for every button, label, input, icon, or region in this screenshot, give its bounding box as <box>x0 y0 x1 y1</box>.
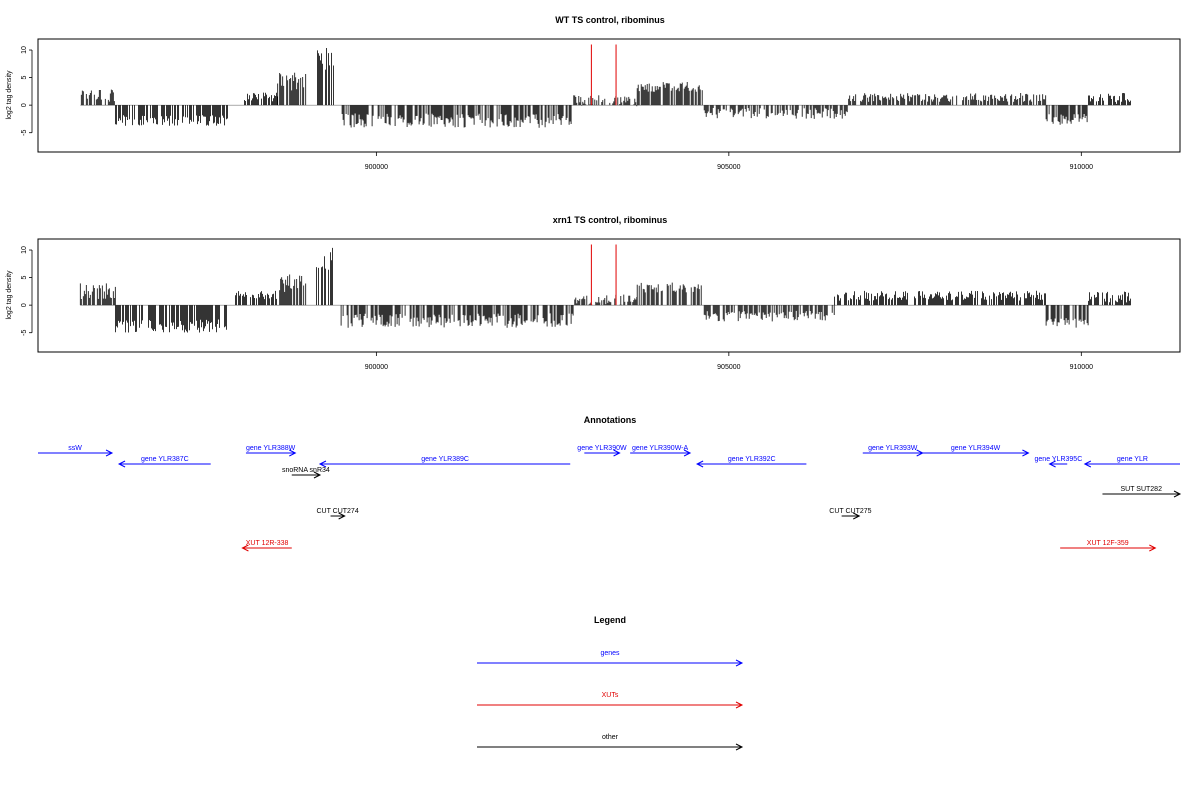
y-tick-label: 10 <box>21 46 28 54</box>
feature-xuts: XUT 12F-359 <box>1060 540 1157 552</box>
feature-label: CUT CUT274 <box>316 508 358 515</box>
x-axis: 900000 905000 910000 <box>365 152 1093 171</box>
y-tick-label: 0 <box>21 303 28 307</box>
legend-label: XUTs <box>602 692 619 699</box>
feature-label: gene YLR387C <box>141 456 189 463</box>
feature-other: CUT CUT275 <box>829 508 872 520</box>
legend-item-genes: genes <box>477 650 744 667</box>
y-axis-label: log2 tag density <box>6 270 13 320</box>
x-tick-label: 910000 <box>1070 164 1093 171</box>
y-axis-label: log2 tag density <box>6 70 13 120</box>
feature-label: SUT SUT282 <box>1120 486 1162 493</box>
feature-arrowhead <box>1083 460 1092 468</box>
feature-arrowhead <box>313 471 322 479</box>
feature-arrowhead <box>105 449 114 457</box>
feature-label: XUT 12R-338 <box>246 540 289 547</box>
feature-arrowhead <box>289 449 297 457</box>
feature-genes: ssW <box>38 445 114 457</box>
feature-genes: gene YLR389C <box>318 456 571 468</box>
legend-arrowhead <box>735 659 744 667</box>
x-tick-label: 905000 <box>717 364 740 371</box>
feature-genes: gene YLR390W-A <box>630 445 692 457</box>
feature-label: gene YLR <box>1117 456 1148 463</box>
panel-xrn1: xrn1 TS control, ribominus log2 tag dens… <box>6 215 1181 371</box>
legend-item-xuts: XUTs <box>477 692 744 709</box>
feature-other: snoRNA snR34 <box>282 467 330 479</box>
feature-label: snoRNA snR34 <box>282 467 330 474</box>
feature-label: XUT 12F-359 <box>1087 540 1129 547</box>
marker-lines <box>590 44 617 106</box>
feature-genes: gene YLR393W <box>862 445 924 457</box>
feature-arrowhead <box>1048 460 1056 468</box>
x-tick-label: 905000 <box>717 164 740 171</box>
feature-label: gene YLR390W-A <box>632 445 688 452</box>
feature-arrowhead <box>241 544 249 552</box>
x-tick-label: 910000 <box>1070 364 1093 371</box>
feature-genes: gene YLR388W <box>245 445 297 457</box>
feature-genes: gene YLR394W <box>922 445 1030 457</box>
feature-genes: gene YLR387C <box>117 456 211 468</box>
feature-genes: gene YLR <box>1083 456 1180 468</box>
y-tick-label: 10 <box>21 246 28 254</box>
legend-title: Legend <box>594 615 626 625</box>
panel-title: WT TS control, ribominus <box>555 15 665 25</box>
feature-xuts: XUT 12R-338 <box>241 540 292 552</box>
feature-arrowhead <box>1173 490 1182 498</box>
feature-label: gene YLR392C <box>728 456 776 463</box>
feature-arrowhead <box>683 449 692 457</box>
feature-arrowhead <box>1149 544 1157 552</box>
y-tick-label: -5 <box>21 129 28 135</box>
y-tick-label: 0 <box>21 103 28 107</box>
feature-genes: gene YLR392C <box>695 456 807 468</box>
y-tick-label: -5 <box>21 329 28 335</box>
feature-other: SUT SUT282 <box>1102 486 1182 498</box>
feature-arrowhead <box>338 512 346 520</box>
marker-lines <box>590 244 617 306</box>
panel-wt: WT TS control, ribominus log2 tag densit… <box>6 15 1181 171</box>
annotations-title: Annotations <box>584 415 637 425</box>
feature-label: gene YLR395C <box>1035 456 1083 463</box>
feature-label: gene YLR390W <box>577 445 627 452</box>
bar-group <box>80 48 1131 128</box>
y-tick-label: 5 <box>21 76 28 80</box>
x-axis: 900000 905000 910000 <box>365 352 1093 371</box>
legend-arrowhead <box>735 701 744 709</box>
panel-title: xrn1 TS control, ribominus <box>553 215 668 225</box>
feature-arrowhead <box>853 512 861 520</box>
legend-arrowhead <box>735 743 744 751</box>
feature-label: gene YLR394W <box>951 445 1001 452</box>
plot-frame <box>37 38 1181 153</box>
feature-label: gene YLR388W <box>246 445 296 452</box>
feature-label: gene YLR389C <box>421 456 469 463</box>
feature-arrowhead <box>695 460 704 468</box>
feature-arrowhead <box>1022 449 1030 457</box>
x-tick-label: 900000 <box>365 364 388 371</box>
feature-group: ssW gene YLR387C gene YLR388W snoRNA snR34 g… <box>38 445 1182 552</box>
bar-group <box>79 247 1131 333</box>
feature-genes: gene YLR390W <box>577 445 627 457</box>
x-tick-label: 900000 <box>365 164 388 171</box>
legend: Legend genes XUTs other <box>477 615 744 751</box>
legend-item-other: other <box>477 734 744 751</box>
feature-arrowhead <box>318 460 327 468</box>
feature-label: gene YLR393W <box>868 445 918 452</box>
y-axis: -5 0 5 10 <box>21 246 33 336</box>
y-tick-label: 5 <box>21 276 28 280</box>
feature-arrowhead <box>613 449 621 457</box>
plot-frame <box>37 238 1181 353</box>
feature-other: CUT CUT274 <box>316 508 359 520</box>
feature-label: CUT CUT275 <box>829 508 871 515</box>
feature-label: ssW <box>68 445 82 452</box>
feature-arrowhead <box>117 460 126 468</box>
y-axis: -5 0 5 10 <box>21 46 33 136</box>
feature-genes: gene YLR395C <box>1035 456 1083 468</box>
legend-label: other <box>602 734 619 741</box>
legend-label: genes <box>600 650 620 657</box>
legend-items: genes XUTs other <box>477 650 744 751</box>
